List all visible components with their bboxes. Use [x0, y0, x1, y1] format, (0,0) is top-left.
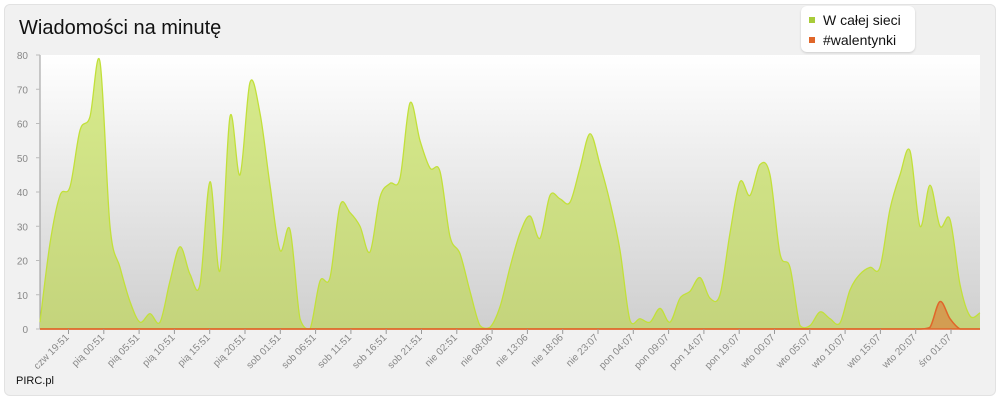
y-tick-label: 0 — [22, 325, 28, 336]
x-tick-label: pon 04:07 — [597, 332, 637, 372]
legend-label: W całej sieci — [823, 12, 901, 28]
x-tick-label: pią 00:51 — [70, 332, 107, 369]
legend-swatch — [809, 37, 815, 43]
x-tick-label: pon 19:07 — [703, 332, 743, 372]
x-tick-label: pią 15:51 — [176, 332, 213, 369]
x-tick-label: pon 09:07 — [632, 332, 672, 372]
legend-label: #walentynki — [823, 32, 897, 48]
x-tick-label: sob 16:51 — [350, 332, 389, 371]
x-tick-label: nie 08:06 — [458, 332, 495, 369]
x-tick-label: pon 14:07 — [668, 332, 708, 372]
x-tick-label: nie 23:07 — [564, 332, 601, 369]
x-tick-label: pią 20:51 — [211, 332, 248, 369]
y-tick-label: 70 — [17, 85, 29, 96]
x-tick-label: wto 10:07 — [809, 332, 848, 371]
x-tick-label: śro 01:07 — [917, 332, 955, 370]
legend: W całej sieci #walentynki — [801, 6, 915, 52]
y-tick-label: 50 — [17, 154, 29, 165]
chart-title: Wiadomości na minutę — [19, 17, 222, 39]
x-tick-label: pią 10:51 — [141, 332, 178, 369]
x-tick-label: wto 15:07 — [844, 332, 883, 371]
x-tick-label: sob 06:51 — [280, 332, 319, 371]
x-tick-label: pią 05:51 — [105, 332, 142, 369]
x-tick-label: nie 02:51 — [423, 332, 460, 369]
y-tick-label: 80 — [17, 51, 29, 62]
y-tick-label: 60 — [17, 120, 29, 131]
x-tick-label: wto 20:07 — [880, 332, 919, 371]
x-tick-label: wto 05:07 — [774, 332, 813, 371]
legend-swatch — [809, 17, 815, 23]
y-tick-label: 30 — [17, 222, 29, 233]
x-tick-label: sob 11:51 — [316, 332, 355, 371]
x-tick-label: nie 13:06 — [494, 332, 531, 369]
x-tick-label: sob 21:51 — [386, 332, 425, 371]
credit-label: PIRC.pl — [16, 375, 54, 387]
y-tick-label: 10 — [17, 291, 29, 302]
y-tick-label: 20 — [17, 257, 29, 268]
x-tick-label: sob 01:51 — [245, 332, 284, 371]
y-tick-label: 40 — [17, 188, 29, 199]
series-area-network — [40, 58, 980, 330]
x-tick-label: czw 19:51 — [32, 332, 72, 372]
x-tick-label: nie 18:06 — [529, 332, 566, 369]
x-tick-label: wto 00:07 — [738, 332, 777, 371]
legend-item-network[interactable]: W całej sieci — [809, 12, 901, 28]
series-line-network — [39, 57, 981, 330]
legend-item-walentynki[interactable]: #walentynki — [809, 32, 896, 48]
